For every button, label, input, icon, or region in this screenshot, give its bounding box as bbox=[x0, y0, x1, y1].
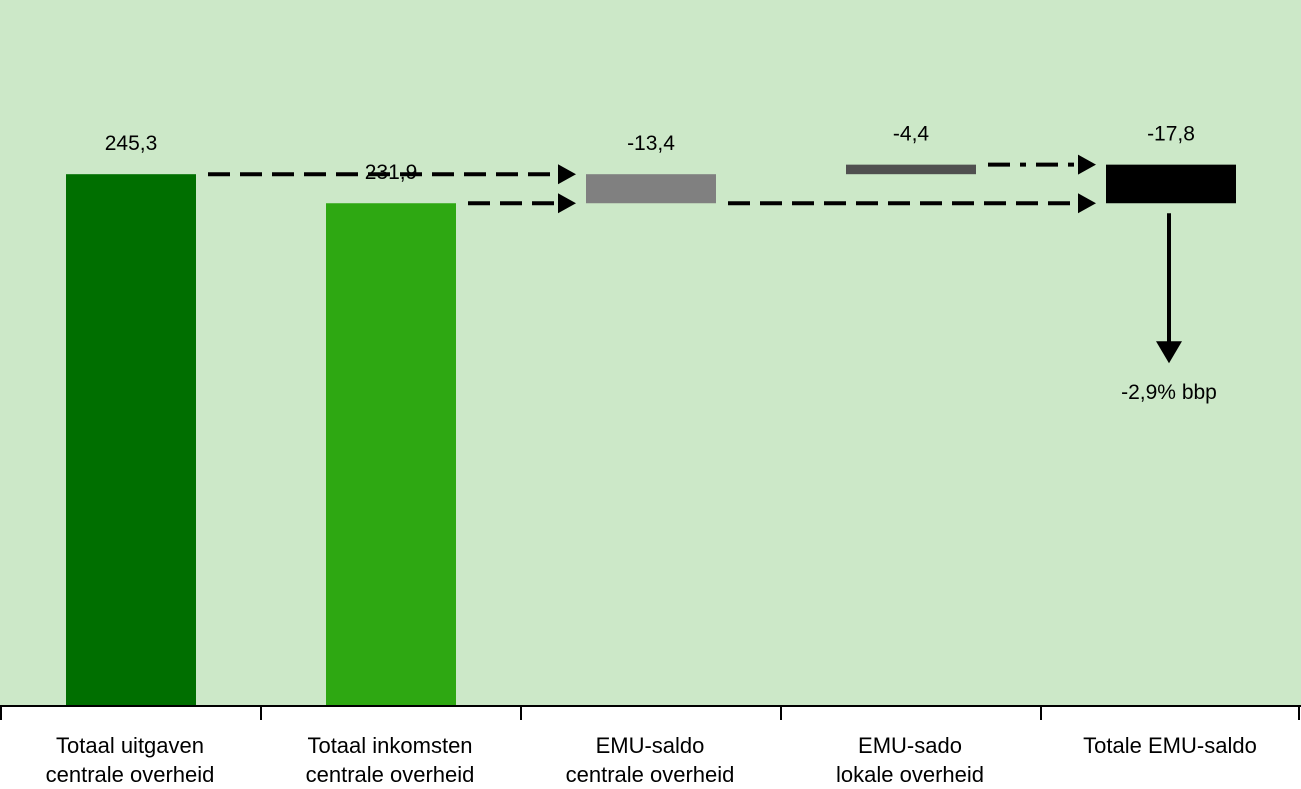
category-label-1: Totaal uitgaven centrale overheid bbox=[46, 733, 215, 787]
bar-3 bbox=[586, 174, 716, 204]
bars-group bbox=[66, 164, 1236, 707]
value-label-2: 231,9 bbox=[365, 161, 418, 184]
category-label-5: Totale EMU-saldo bbox=[1083, 733, 1257, 758]
value-label-4: -4,4 bbox=[893, 123, 930, 146]
value-labels: 245,3 231,9 -13,4 -4,4 -17,8 bbox=[105, 123, 1195, 185]
bar-4 bbox=[846, 164, 976, 175]
category-label-4: EMU-sado lokale overheid bbox=[836, 733, 984, 787]
connector-arrows bbox=[208, 154, 1096, 214]
category-label-3: EMU-saldo centrale overheid bbox=[566, 733, 735, 787]
annotation-label: -2,9% bbp bbox=[1121, 381, 1217, 404]
bar-2 bbox=[326, 203, 456, 707]
connector-arrow-emu-centraal bbox=[728, 193, 1096, 214]
value-label-1: 245,3 bbox=[105, 132, 158, 155]
bar-5 bbox=[1106, 164, 1236, 204]
plot-background bbox=[0, 0, 1301, 706]
connector-arrow-emu-lokaal bbox=[988, 154, 1096, 175]
bar-1 bbox=[66, 174, 196, 707]
annotation-group: -2,9% bbp bbox=[1121, 213, 1217, 404]
value-label-3: -13,4 bbox=[627, 132, 675, 155]
value-label-5: -17,8 bbox=[1147, 123, 1195, 146]
category-label-2: Totaal inkomsten centrale overheid bbox=[306, 733, 475, 787]
down-arrow bbox=[1156, 213, 1182, 364]
x-axis: Totaal uitgaven centrale overheid Totaal i… bbox=[0, 705, 1301, 787]
connector-arrow-inkomsten bbox=[468, 193, 576, 214]
connector-arrow-uitgaven bbox=[208, 164, 576, 185]
